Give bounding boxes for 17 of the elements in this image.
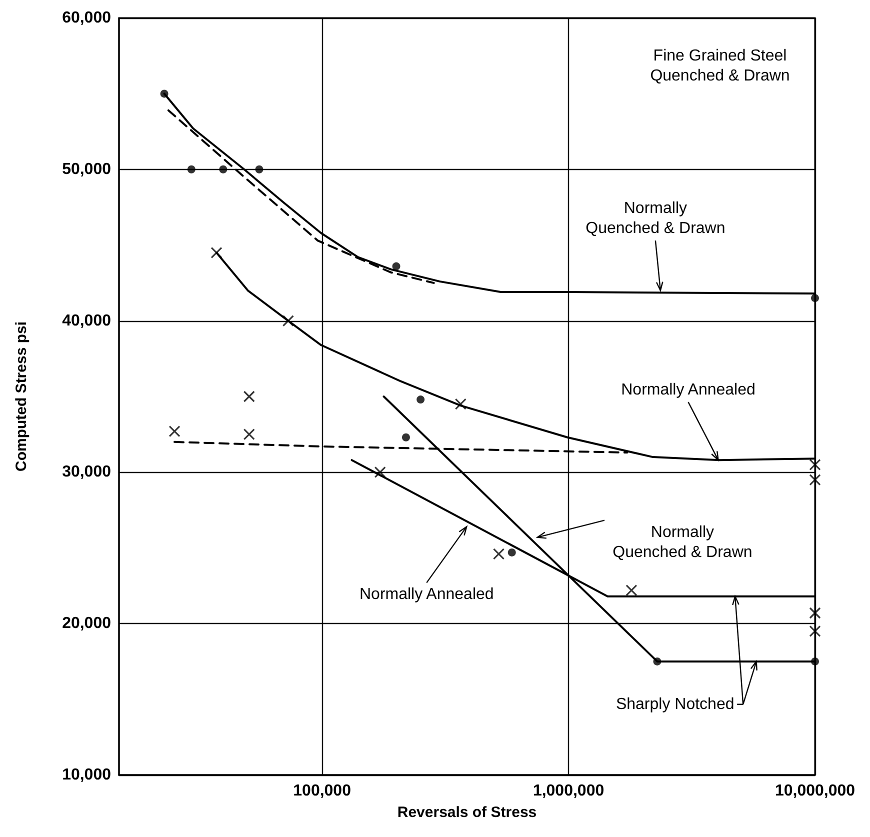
y-tick-label: 30,000 (62, 464, 112, 481)
x-tick-label: 100,000 (293, 782, 352, 800)
x-tick-label: 1,000,000 (532, 782, 604, 800)
y-tick-label: 60,000 (62, 10, 112, 26)
annotation: Sharply Notched (616, 696, 734, 713)
x-tick-label: 10,000,000 (774, 782, 856, 800)
annotation: Normally Annealed (359, 586, 494, 604)
y-tick-label: 20,000 (62, 615, 112, 632)
annotation: Normally Quenched & Drawn (586, 200, 726, 238)
y-tick-label: 10,000 (62, 766, 112, 784)
annotation: Fine Grained Steel Quenched & Drawn (650, 48, 790, 84)
y-axis-title: Computed Stress psi (13, 321, 30, 472)
x-axis-title: Reversals of Stress (397, 804, 537, 821)
annotation: Normally Annealed (621, 382, 756, 399)
y-tick-label: 50,000 (62, 160, 112, 178)
annotation: Normally Quenched & Drawn (612, 524, 752, 561)
y-tick-label: 40,000 (62, 312, 112, 330)
